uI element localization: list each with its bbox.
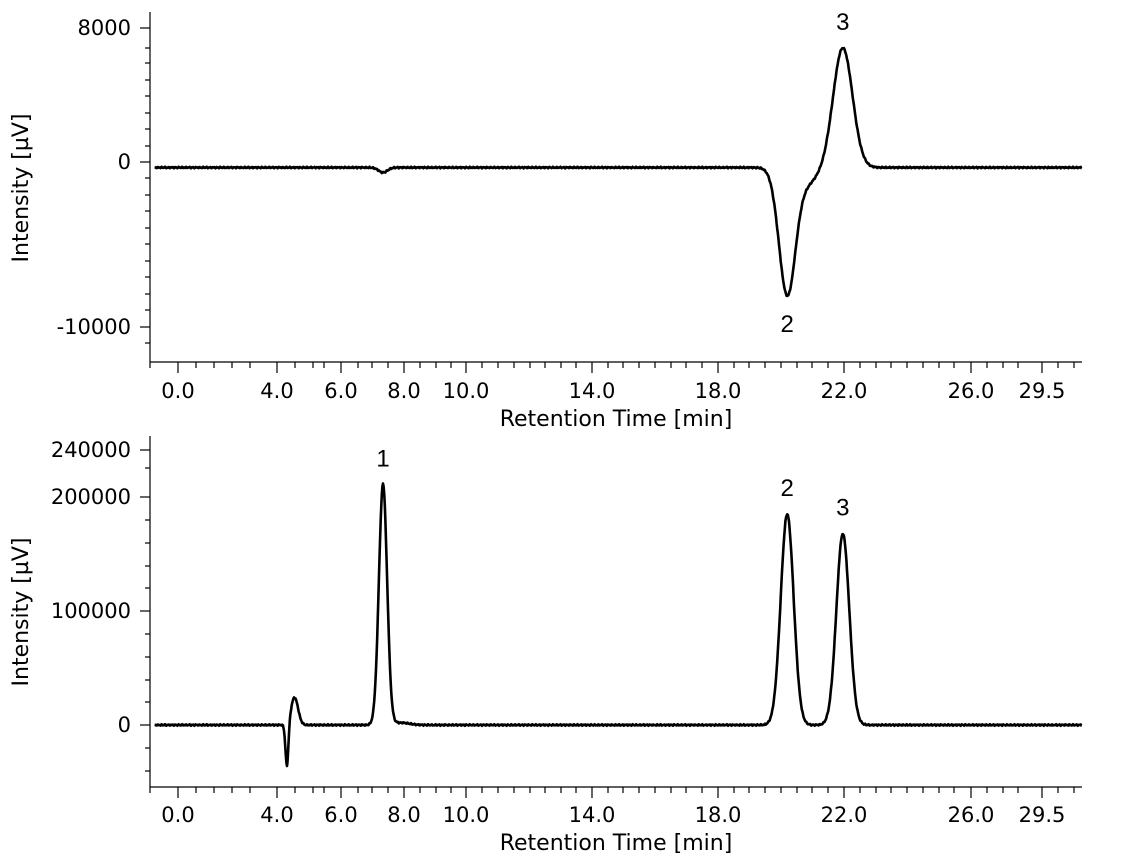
x-axis-title: Retention Time [min] xyxy=(500,831,733,856)
y-tick-label: 100000 xyxy=(51,599,131,623)
x-tick-label: 26.0 xyxy=(948,803,995,827)
x-tick-label: 14.0 xyxy=(569,803,616,827)
y-tick-label: 240000 xyxy=(51,438,131,462)
x-tick-label: 8.0 xyxy=(387,803,420,827)
peak-label: 2 xyxy=(781,311,794,338)
y-axis-title: Intensity [µV] xyxy=(9,538,34,687)
y-axis-title: Intensity [µV] xyxy=(9,114,34,263)
x-tick-label: 4.0 xyxy=(260,379,293,403)
peak-label: 3 xyxy=(836,9,849,36)
chromatogram-trace xyxy=(153,482,1083,768)
x-tick-label: 18.0 xyxy=(695,379,742,403)
x-tick-label: 8.0 xyxy=(387,379,420,403)
x-tick-label: 22.0 xyxy=(821,803,868,827)
chromatogram-trace xyxy=(153,46,1083,298)
x-tick-label: 10.0 xyxy=(443,803,490,827)
y-tick-label: 200000 xyxy=(51,485,131,509)
x-tick-label: 26.0 xyxy=(948,379,995,403)
x-tick-label: 4.0 xyxy=(260,803,293,827)
x-tick-label: 18.0 xyxy=(695,803,742,827)
y-tick-label: 0 xyxy=(118,713,131,737)
peak-label: 2 xyxy=(781,475,794,502)
x-tick-label: 29.5 xyxy=(1019,803,1066,827)
x-tick-label: 0.0 xyxy=(161,803,194,827)
x-tick-label: 22.0 xyxy=(821,379,868,403)
y-tick-label: 0 xyxy=(118,150,131,174)
x-tick-label: 14.0 xyxy=(569,379,616,403)
peak-label: 3 xyxy=(836,495,849,522)
x-tick-label: 6.0 xyxy=(324,803,357,827)
chart-panel-2: 240000 200000 100000 0 0.0 4.0 6.0 8.0 10.0 14.0 1… xyxy=(9,436,1083,856)
y-tick-label: 8000 xyxy=(78,16,131,40)
x-tick-label: 0.0 xyxy=(161,379,194,403)
x-tick-label: 10.0 xyxy=(443,379,490,403)
x-tick-label: 6.0 xyxy=(324,379,357,403)
peak-label: 1 xyxy=(376,445,389,472)
x-axis-title: Retention Time [min] xyxy=(500,407,733,432)
x-tick-label: 29.5 xyxy=(1019,379,1066,403)
y-tick-label: -10000 xyxy=(57,315,131,339)
chart-panel-1: 8000 0 -10000 0.0 4.0 6.0 8.0 10.0 14.0 18.0 22.0 2… xyxy=(9,9,1083,432)
